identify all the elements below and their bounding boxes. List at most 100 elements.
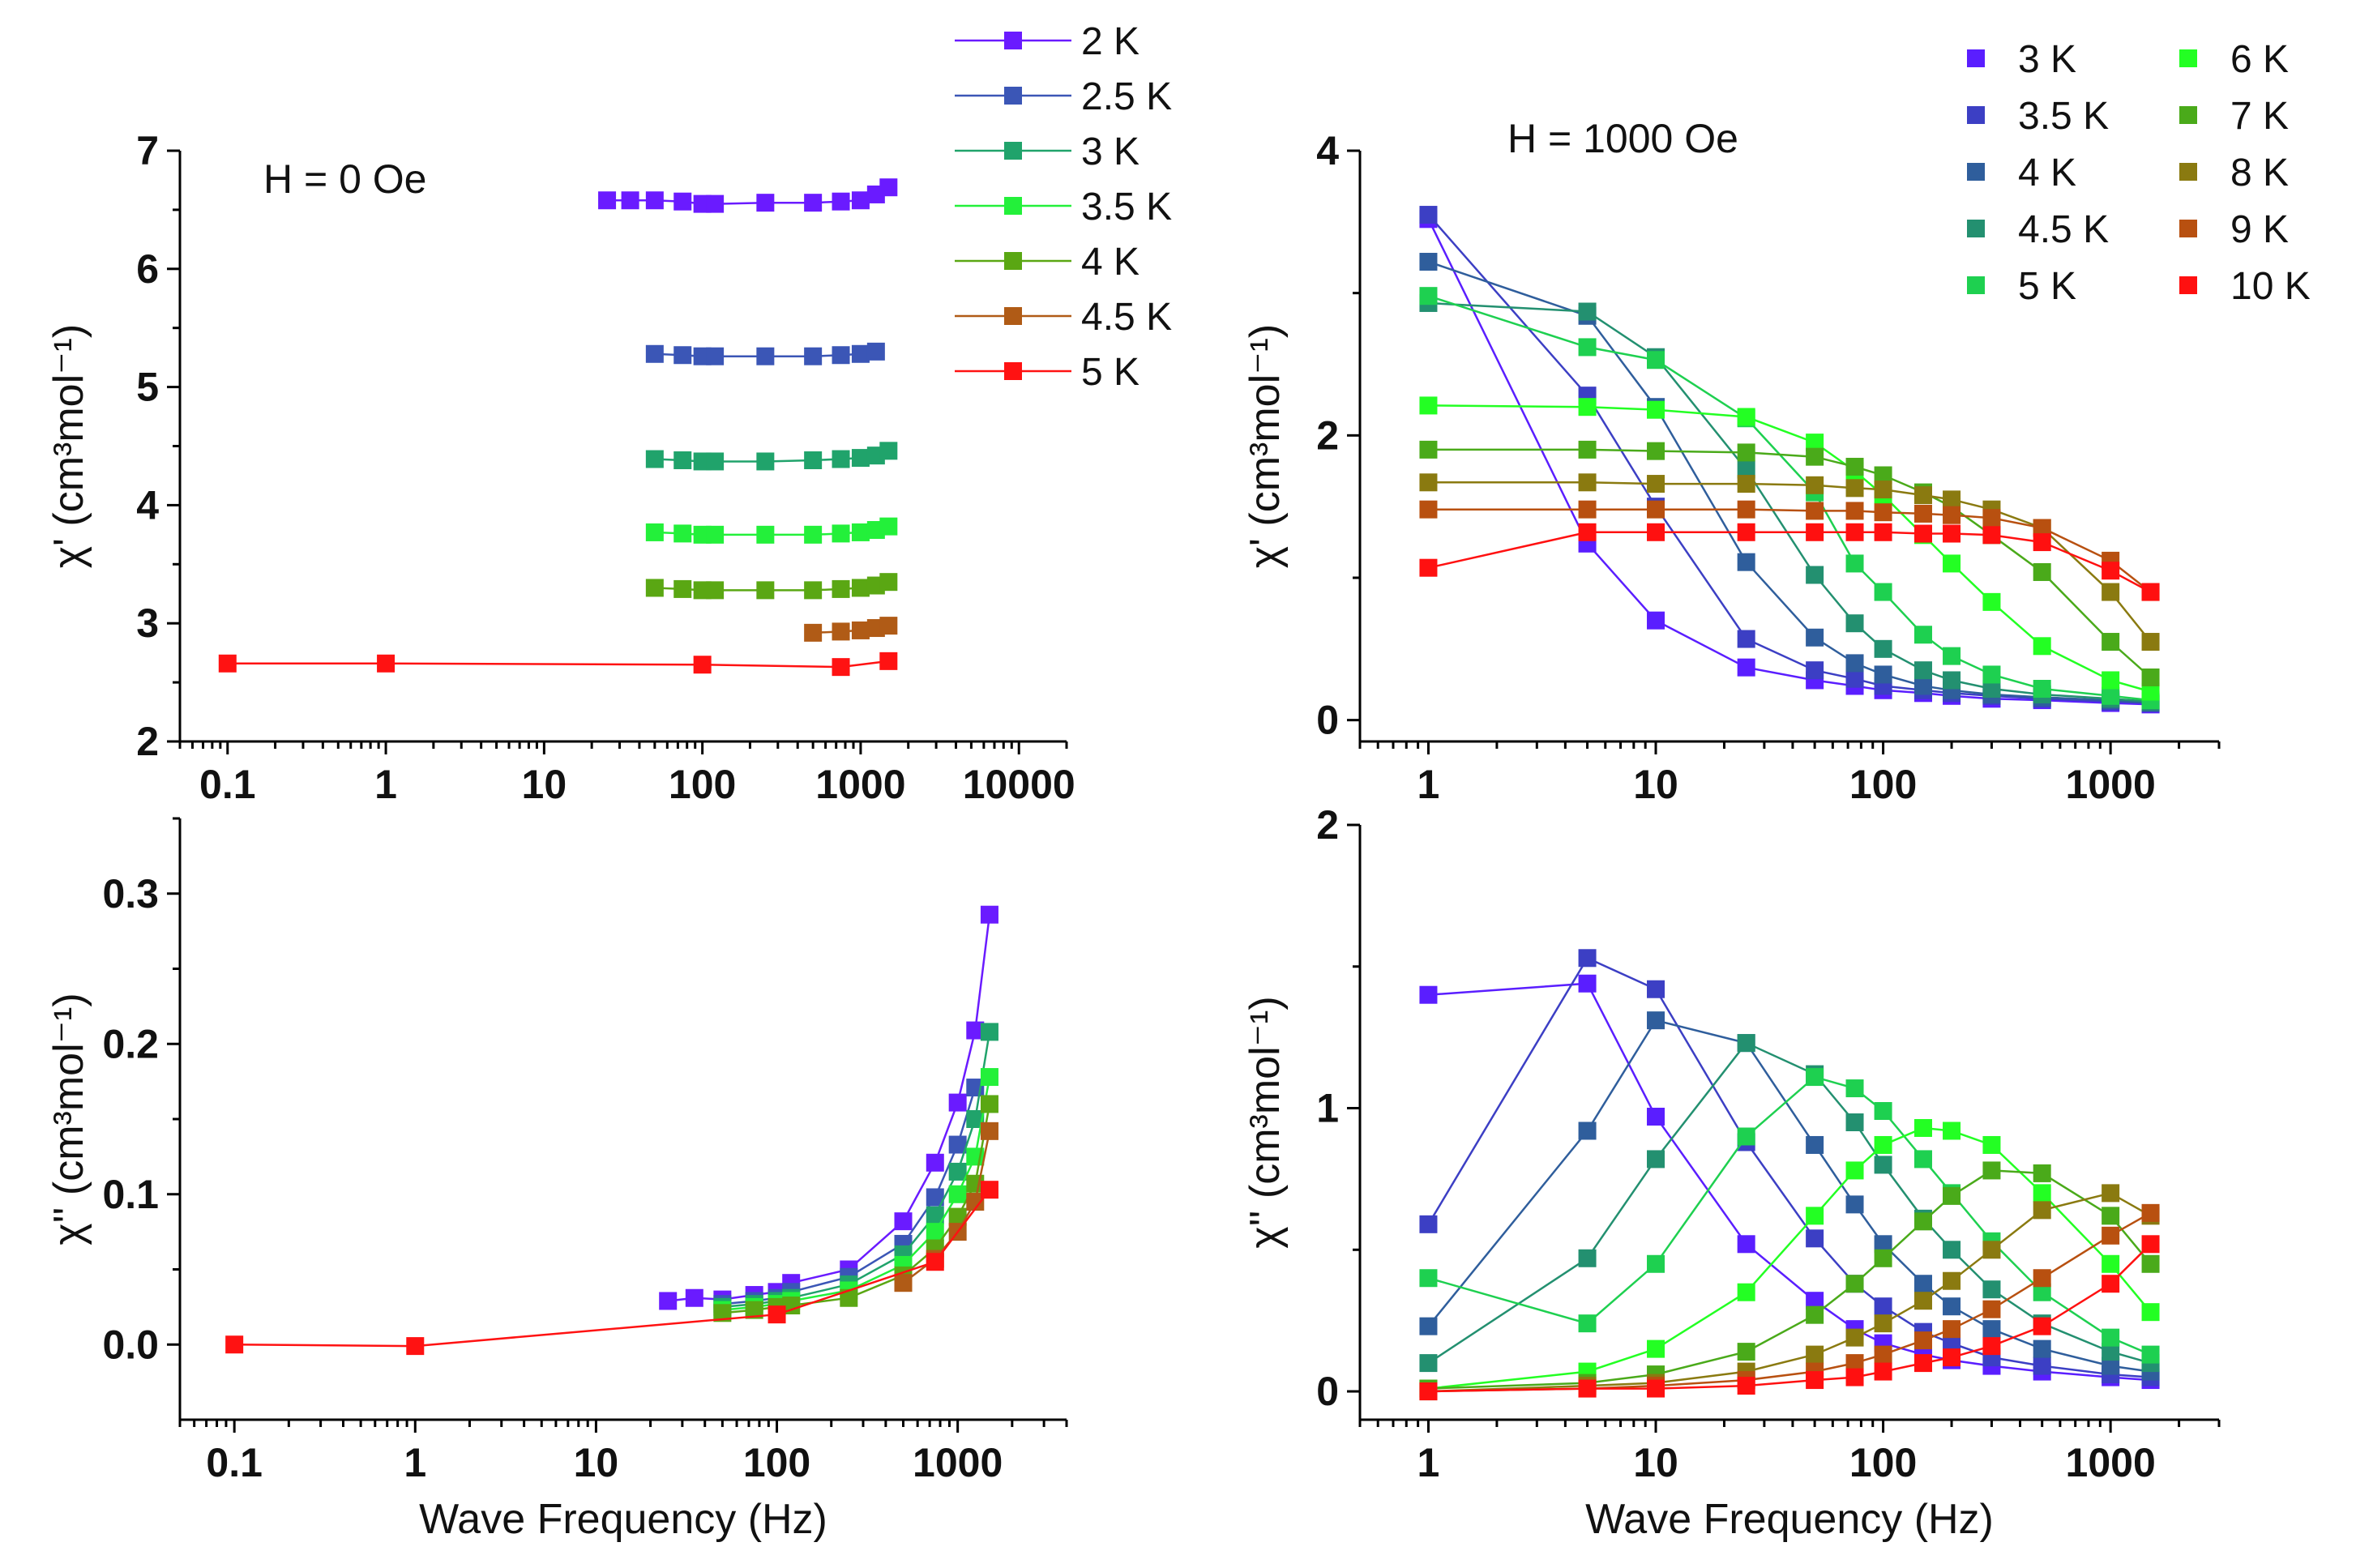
data-point-9-k-10	[2033, 519, 2051, 537]
data-point-10-k-1	[1578, 1379, 1597, 1398]
data-point-5-k-2	[768, 1305, 786, 1324]
data-point-10-k-10	[2033, 1317, 2051, 1335]
data-point-5-k-8	[1943, 647, 1961, 665]
y-tick-label: 2	[1316, 412, 1339, 458]
data-point-7-k-1	[1578, 440, 1597, 459]
data-point-10-k-8	[1943, 524, 1961, 543]
data-point-5-k-10	[2033, 680, 2051, 699]
data-point-5-k-7	[1913, 626, 1932, 644]
data-point-4-k-6	[1874, 665, 1892, 684]
x-tick-label: 100	[669, 762, 736, 807]
data-point-9-k-7	[1913, 1331, 1932, 1350]
data-point-7-k-12	[2141, 668, 2160, 686]
data-point-9-k-8	[1943, 1320, 1961, 1339]
data-point-6-k-12	[2141, 1303, 2160, 1322]
data-point-8-k-1	[1578, 473, 1597, 492]
data-point-4-k-7	[1913, 677, 1932, 695]
data-point-2-k-11	[879, 178, 898, 197]
data-point-10-k-4	[1806, 1371, 1824, 1390]
data-point-4-k-0	[1419, 253, 1438, 271]
legend-label-4-k: 4 K	[1081, 241, 1140, 284]
data-point-4-k-7	[1913, 1275, 1932, 1293]
data-point-6-k-11	[2102, 1254, 2120, 1273]
series-8-k	[1419, 473, 2160, 652]
data-point-4-k-8	[1943, 1297, 1961, 1316]
data-point-4-k-1	[673, 579, 692, 598]
data-point-5-k-0	[218, 654, 237, 673]
data-point-10-k-12	[2141, 1235, 2160, 1254]
x-tick-label: 1	[1417, 1440, 1440, 1485]
y-tick-label: 2	[136, 719, 159, 764]
series-line-5-k	[227, 660, 889, 669]
x-tick-label: 10	[1633, 1440, 1678, 1485]
legend-label-2-k: 2 K	[1081, 20, 1140, 63]
data-point-7-k-4	[1806, 1305, 1824, 1324]
data-point-3-5-k-0	[1419, 1215, 1438, 1233]
data-point-5-k-1	[1578, 1314, 1597, 1333]
legend-marker-3-k	[1004, 142, 1022, 160]
legend-marker-4-5-k	[1004, 307, 1022, 325]
x-tick-label: 100	[1849, 762, 1917, 807]
data-point-3-k-9	[879, 442, 898, 460]
legend-marker-5-k	[1004, 362, 1022, 380]
data-point-4-5-k-3	[1737, 460, 1755, 479]
data-point-2-5-k-0	[645, 344, 664, 363]
data-point-5-k-2	[1647, 1254, 1665, 1273]
data-point-2-k-2	[645, 191, 664, 210]
data-point-9-k-5	[1845, 502, 1864, 520]
data-point-2-5-k-6	[832, 346, 850, 365]
data-point-10-k-10	[2033, 533, 2051, 552]
data-point-4-k-9	[879, 573, 898, 592]
data-point-3-5-k-7	[948, 1185, 967, 1203]
data-point-10-k-0	[1419, 558, 1438, 577]
data-point-5-k-1	[377, 654, 396, 673]
series-4-k	[1419, 1011, 2160, 1381]
data-point-3-k-0	[645, 450, 664, 468]
y-axis-title: χ'' (cm³mol⁻¹)	[1242, 996, 1289, 1248]
data-point-8-k-6	[1874, 481, 1892, 499]
data-point-7-k-2	[1647, 442, 1665, 460]
y-tick-label: 5	[136, 365, 159, 410]
y-tick-label: 1	[1316, 1086, 1339, 1131]
data-point-10-k-11	[2102, 562, 2120, 580]
data-point-4-5-k-4	[1806, 566, 1824, 584]
legend-label-8-k: 8 K	[2230, 152, 2289, 194]
data-point-3-k-7	[851, 449, 870, 468]
data-point-5-k-5	[1845, 554, 1864, 573]
data-point-3-5-k-8	[1943, 1334, 1961, 1352]
field-annotation: H = 0 Oe	[263, 156, 427, 202]
data-point-5-k-6	[1874, 1102, 1892, 1121]
data-point-5-k-3	[926, 1253, 944, 1271]
data-point-8-k-7	[1913, 1292, 1932, 1310]
data-point-3-5-k-9	[980, 1068, 998, 1087]
data-point-3-k-1	[673, 451, 692, 469]
data-point-6-k-8	[1943, 1122, 1961, 1140]
data-point-3-k-4	[756, 452, 775, 471]
x-tick-label: 10	[574, 1440, 619, 1485]
data-point-4-k-3	[706, 581, 725, 600]
data-point-10-k-3	[1737, 523, 1755, 541]
data-point-3-5-k-2	[1647, 980, 1665, 998]
data-point-6-k-3	[1737, 408, 1755, 426]
data-point-3-k-3	[706, 452, 725, 471]
data-point-9-k-1	[1578, 500, 1597, 519]
data-point-8-k-11	[2102, 1184, 2120, 1203]
data-point-8-k-10	[2033, 1201, 2051, 1220]
data-point-8-k-4	[1806, 476, 1824, 494]
legend: 2 K 2.5 K 3 K 3.5 K 4 K 4.5 K 5 K	[955, 20, 1172, 394]
data-point-2-k-10	[966, 1021, 985, 1040]
data-point-4-5-k-1	[832, 622, 850, 641]
data-point-4-5-k-8	[1943, 671, 1961, 690]
data-point-2-k-3	[673, 192, 692, 211]
x-tick-label: 100	[1849, 1440, 1917, 1485]
data-point-8-k-3	[1737, 475, 1755, 493]
legend-marker-5-k	[1967, 276, 1985, 294]
data-point-10-k-0	[1419, 1382, 1438, 1401]
data-point-2-k-8	[926, 1153, 944, 1172]
data-point-4-5-k-5	[1845, 1113, 1864, 1131]
data-point-9-k-5	[1845, 1354, 1864, 1373]
data-point-2-k-7	[804, 194, 823, 212]
data-point-2-5-k-7	[851, 344, 870, 363]
data-point-9-k-3	[1737, 500, 1755, 519]
data-point-10-k-11	[2102, 1275, 2120, 1293]
